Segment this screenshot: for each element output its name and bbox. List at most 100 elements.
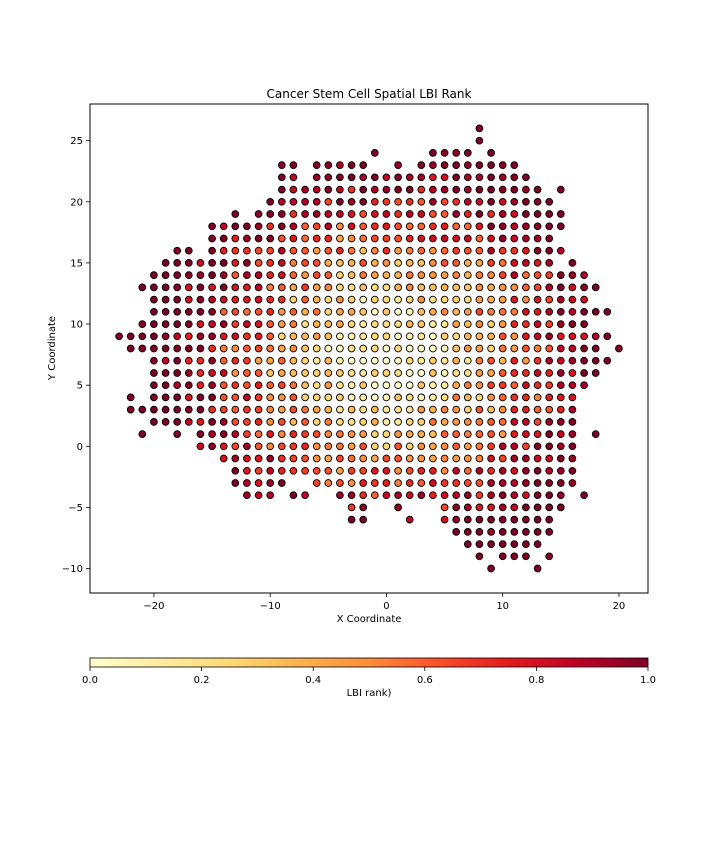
data-point [266, 356, 275, 365]
data-point [394, 479, 402, 487]
data-point [312, 454, 321, 463]
data-point [289, 491, 298, 500]
data-point [266, 246, 275, 255]
data-point [347, 491, 356, 500]
data-point [452, 381, 461, 390]
data-point [347, 197, 356, 206]
data-point [312, 418, 321, 426]
data-point [440, 442, 449, 451]
data-point [324, 479, 333, 487]
data-point [452, 479, 461, 487]
data-point [568, 381, 577, 390]
data-point [580, 332, 588, 341]
data-point [289, 320, 298, 328]
data-point [452, 197, 461, 206]
data-point [266, 430, 275, 438]
colorbar-frame [89, 657, 649, 668]
data-point [405, 466, 414, 475]
data-point [336, 320, 344, 328]
data-point [266, 454, 275, 463]
data-point [405, 479, 414, 487]
data-point [359, 161, 368, 169]
data-point [394, 405, 402, 414]
data-point [161, 271, 170, 279]
data-point [347, 307, 356, 316]
data-point [312, 259, 321, 267]
data-point [150, 369, 158, 377]
data-point [347, 320, 356, 328]
data-point [510, 454, 519, 463]
data-point [429, 185, 437, 194]
data-point [173, 344, 182, 353]
data-point [184, 320, 193, 328]
data-point [173, 332, 182, 341]
data-point [556, 369, 565, 377]
data-point [417, 466, 426, 475]
data-point [510, 466, 519, 475]
data-point [359, 454, 368, 463]
data-point [533, 381, 542, 390]
y-tick-label: −10 [62, 564, 83, 575]
data-point [161, 369, 170, 377]
data-point [277, 283, 286, 292]
data-point [405, 381, 414, 390]
data-point [417, 405, 426, 414]
data-point [301, 332, 309, 341]
data-point [266, 369, 275, 377]
x-axis-label: X Coordinate [337, 614, 402, 625]
data-point [498, 393, 507, 402]
data-point [208, 295, 216, 304]
data-point [556, 418, 565, 426]
data-point [498, 161, 507, 169]
data-point [347, 295, 356, 304]
data-point [219, 234, 228, 243]
data-point [184, 344, 193, 353]
data-point [463, 307, 472, 316]
data-point [522, 295, 530, 304]
data-point [301, 210, 309, 218]
data-point [440, 149, 449, 157]
data-point [568, 283, 577, 292]
data-point [382, 307, 391, 316]
data-point [382, 381, 391, 390]
data-point [161, 356, 170, 365]
data-point [394, 307, 402, 316]
data-point [370, 259, 379, 267]
data-point [347, 283, 356, 292]
data-point [150, 295, 158, 304]
data-point [545, 246, 554, 255]
data-point [301, 185, 309, 194]
data-point [533, 234, 542, 243]
data-point [382, 466, 391, 475]
data-point [475, 307, 484, 316]
data-point [452, 295, 461, 304]
data-point [463, 528, 472, 536]
data-point [266, 479, 275, 487]
data-point [429, 466, 437, 475]
data-point [277, 356, 286, 365]
data-point [429, 418, 437, 426]
data-point [370, 491, 379, 500]
data-point [429, 259, 437, 267]
data-point [440, 332, 449, 341]
data-point [440, 515, 449, 524]
data-point [417, 259, 426, 267]
data-point [522, 515, 530, 524]
data-point [510, 356, 519, 365]
data-point [219, 344, 228, 353]
data-point [452, 283, 461, 292]
data-point [452, 528, 461, 536]
data-point [417, 185, 426, 194]
colorbar-tick-label: 0.8 [528, 675, 544, 686]
data-point [545, 271, 554, 279]
data-point [312, 430, 321, 438]
data-point [394, 344, 402, 353]
data-point [394, 503, 402, 512]
data-point [533, 466, 542, 475]
data-point [487, 246, 495, 255]
data-point [452, 320, 461, 328]
data-point [324, 430, 333, 438]
data-point [277, 234, 286, 243]
data-point [301, 295, 309, 304]
data-point [440, 210, 449, 218]
